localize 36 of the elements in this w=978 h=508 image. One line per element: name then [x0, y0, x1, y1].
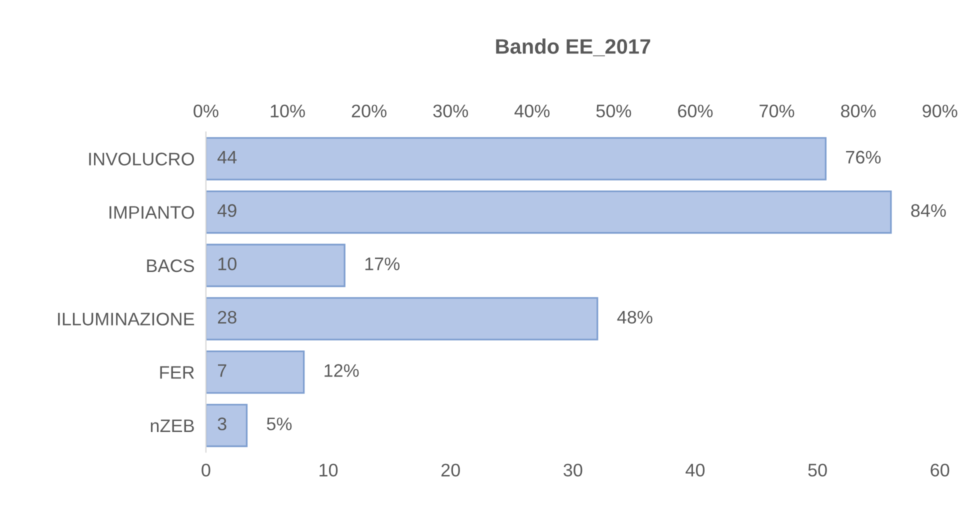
chart-title: Bando EE_2017 — [496, 38, 650, 56]
y-tick-label: IMPIANTO — [110, 206, 194, 219]
y-tick-label: INVOLUCRO — [89, 152, 194, 166]
x-tick-label: 30 — [564, 464, 582, 476]
x2-tick-label: 80% — [841, 104, 876, 118]
x-tick-label: 10 — [320, 464, 338, 476]
x2-tick-label: 70% — [760, 104, 794, 118]
data-label: 48% — [617, 310, 652, 324]
x-tick-label: 0 — [202, 464, 210, 476]
data-label: 5% — [266, 418, 292, 430]
y-tick-label: FER — [160, 366, 194, 379]
x2-tick-label: 60% — [678, 104, 713, 118]
data-label: 84% — [911, 204, 946, 217]
annotation: 49 — [217, 204, 236, 217]
x2-tick-label: 30% — [433, 104, 468, 118]
x-tick-label: 20 — [441, 464, 460, 476]
y-tick-label: nZEB — [150, 420, 194, 432]
y-tick-label: ILLUMINAZIONE — [58, 312, 194, 326]
data-label: 12% — [324, 364, 359, 377]
x-tick-label: 50 — [808, 464, 827, 476]
x2-tick-label: 0% — [194, 104, 218, 118]
x-tick-label: 40 — [686, 464, 705, 476]
x2-tick-label: 10% — [270, 104, 305, 118]
data-label: 17% — [365, 258, 400, 270]
annotation: 3 — [218, 418, 226, 430]
y-tick-label: BACS — [147, 259, 194, 272]
x2-tick-label: 50% — [596, 104, 632, 118]
x2-tick-label: 40% — [514, 104, 550, 118]
annotation: 44 — [217, 150, 237, 164]
annotation: 7 — [218, 364, 226, 377]
x2-tick-label: 20% — [352, 104, 386, 118]
annotation: 10 — [218, 257, 236, 270]
data-label: 76% — [846, 150, 881, 164]
x2-tick-label: 90% — [922, 104, 958, 118]
annotation: 28 — [218, 310, 236, 324]
x-tick-label: 60 — [930, 464, 950, 476]
